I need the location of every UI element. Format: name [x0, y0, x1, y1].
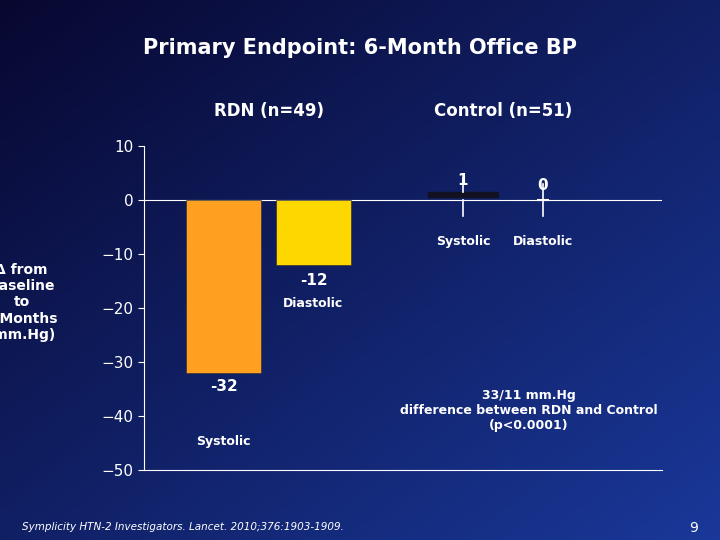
- Text: -32: -32: [210, 379, 238, 394]
- Text: Systolic: Systolic: [436, 235, 490, 248]
- Text: Diastolic: Diastolic: [513, 235, 573, 248]
- Text: Symplicity HTN-2 Investigators. Lancet. 2010;376:1903-1909.: Symplicity HTN-2 Investigators. Lancet. …: [22, 522, 343, 532]
- Bar: [186, 200, 261, 373]
- Text: Diastolic: Diastolic: [284, 297, 343, 310]
- Text: 9: 9: [690, 521, 698, 535]
- Text: 1: 1: [458, 173, 468, 188]
- Text: Systolic: Systolic: [197, 435, 251, 448]
- Text: Primary Endpoint: 6-Month Office BP: Primary Endpoint: 6-Month Office BP: [143, 38, 577, 58]
- Text: RDN (n=49): RDN (n=49): [214, 102, 323, 120]
- Bar: [276, 200, 351, 265]
- Text: 0: 0: [537, 178, 548, 193]
- Text: -12: -12: [300, 273, 328, 288]
- Text: Control (n=51): Control (n=51): [433, 102, 572, 120]
- Text: 33/11 mm.Hg
difference between RDN and Control
(p<0.0001): 33/11 mm.Hg difference between RDN and C…: [400, 389, 657, 432]
- Bar: [428, 192, 498, 197]
- Text: Δ from
Baseline
to
6 Months
(mm.Hg): Δ from Baseline to 6 Months (mm.Hg): [0, 263, 58, 342]
